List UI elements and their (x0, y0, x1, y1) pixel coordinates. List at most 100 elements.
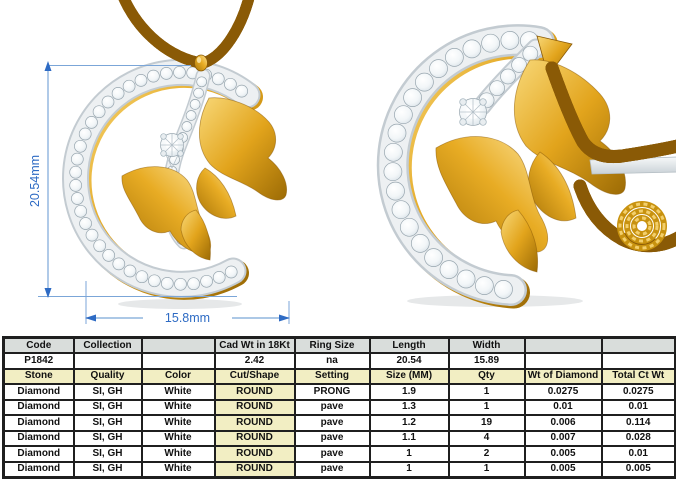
prong (160, 150, 167, 157)
stone-cell: 0.005 (523, 445, 603, 463)
width-header: Width (447, 336, 526, 354)
bail (194, 54, 208, 72)
necklace-chain (545, 61, 676, 251)
stone-cell: 0.0275 (523, 383, 603, 401)
pendant-shadow (118, 299, 242, 309)
stone-cell: SI, GH (72, 383, 143, 401)
stone-cell: 0.006 (523, 414, 603, 432)
stone-cell: 0.114 (600, 414, 676, 432)
stone-cell: 1 (447, 460, 526, 478)
stone-cell: Diamond (2, 414, 75, 432)
pendant-renders: 20.54mm 15.8mm (28, 0, 676, 325)
prong (459, 98, 467, 106)
info-value-row: P1842 2.42 na 20.54 15.89 (2, 352, 676, 370)
stone-cell: Diamond (2, 429, 75, 447)
stone-cell: Diamond (2, 445, 75, 463)
center-diamond (160, 133, 184, 169)
prong (479, 118, 487, 126)
stone-cell: 0.0275 (600, 383, 676, 401)
height-dimension: 20.54mm (28, 61, 237, 298)
prong (160, 133, 167, 140)
spec-table: Code Collection Cad Wt in 18Kt Ring Size… (2, 336, 676, 479)
stone-cell: pave (293, 460, 371, 478)
stone-cell: SI, GH (72, 460, 143, 478)
stone-cell: SI, GH (72, 398, 143, 416)
code-header: Code (2, 336, 75, 354)
stone-header: Stone (2, 367, 75, 385)
stone-cell: 1.2 (368, 414, 450, 432)
setting-header: Setting (293, 367, 371, 385)
stone-header-row: Stone Quality Color Cut/Shape Setting Si… (2, 367, 676, 385)
stone-cell: White (140, 414, 216, 432)
color-header: Color (140, 367, 216, 385)
qty-header: Qty (447, 367, 526, 385)
stone-cell: 4 (447, 429, 526, 447)
necklace-chain (122, 0, 250, 72)
stone-cell: Diamond (2, 398, 75, 416)
collection-header: Collection (72, 336, 143, 354)
butterfly-wings (121, 97, 288, 261)
stone-cell: ROUND (213, 429, 296, 447)
stone-cell: 0.028 (600, 429, 676, 447)
blank-value (140, 352, 216, 370)
stone-cell: SI, GH (72, 414, 143, 432)
width-dimension-label: 15.8mm (165, 311, 210, 325)
blank-header (140, 336, 216, 354)
wing-upper (199, 97, 288, 201)
stone-cell: White (140, 445, 216, 463)
stone-cell: 1 (447, 398, 526, 416)
stone-cell: White (140, 383, 216, 401)
stone-cell: 2 (447, 445, 526, 463)
stone-cell: pave (293, 414, 371, 432)
stone-row: Diamond SI, GH White ROUND pave 1 1 0.00… (2, 460, 676, 478)
crescent (376, 24, 558, 309)
stone-cell: 1.1 (368, 429, 450, 447)
prong (459, 118, 467, 126)
info-header-row: Code Collection Cad Wt in 18Kt Ring Size… (2, 336, 676, 354)
stone-cell: White (140, 398, 216, 416)
prong (177, 133, 184, 140)
stone-cell: Diamond (2, 460, 75, 478)
pendant-detail-view (376, 24, 676, 309)
stone-cell: White (140, 429, 216, 447)
stone-row: Diamond SI, GH White ROUND pave 1 2 0.00… (2, 445, 676, 463)
width-value: 15.89 (447, 352, 526, 370)
prong (479, 98, 487, 106)
wing-lower-small (180, 209, 211, 261)
collection-value (72, 352, 143, 370)
prong (177, 150, 184, 157)
width-dimension: 15.8mm (85, 281, 290, 325)
blank-value (523, 352, 603, 370)
stone-cell: ROUND (213, 460, 296, 478)
cadwt-header: Cad Wt in 18Kt (213, 336, 296, 354)
wtdiamond-header: Wt of Diamond (523, 367, 603, 385)
blank-value (600, 352, 676, 370)
stone-row: Diamond SI, GH White ROUND PRONG 1.9 1 0… (2, 383, 676, 401)
stone-cell: pave (293, 445, 371, 463)
size-header: Size (MM) (368, 367, 450, 385)
stone-cell: 0.01 (523, 398, 603, 416)
chain-coil (617, 201, 667, 251)
stone-cell: PRONG (293, 383, 371, 401)
cutshape-header: Cut/Shape (213, 367, 296, 385)
blank-header (600, 336, 676, 354)
totalct-header: Total Ct Wt (600, 367, 676, 385)
stone-cell: SI, GH (72, 445, 143, 463)
stone-cell: 1 (368, 460, 450, 478)
stone-cell: 0.01 (600, 445, 676, 463)
quality-header: Quality (72, 367, 143, 385)
stone-cell: pave (293, 429, 371, 447)
stone-cell: pave (293, 398, 371, 416)
wing-middle (196, 167, 237, 219)
stone-cell: 0.01 (600, 398, 676, 416)
code-value: P1842 (2, 352, 75, 370)
stone-cell: SI, GH (72, 429, 143, 447)
cadwt-value: 2.42 (213, 352, 296, 370)
crescent-pave-stones (383, 31, 539, 299)
height-dimension-label: 20.54mm (28, 155, 42, 207)
stone-row: Diamond SI, GH White ROUND pave 1.1 4 0.… (2, 429, 676, 447)
stone-row: Diamond SI, GH White ROUND pave 1.3 1 0.… (2, 398, 676, 416)
wing-lower-small (500, 209, 538, 273)
stone-cell: ROUND (213, 398, 296, 416)
